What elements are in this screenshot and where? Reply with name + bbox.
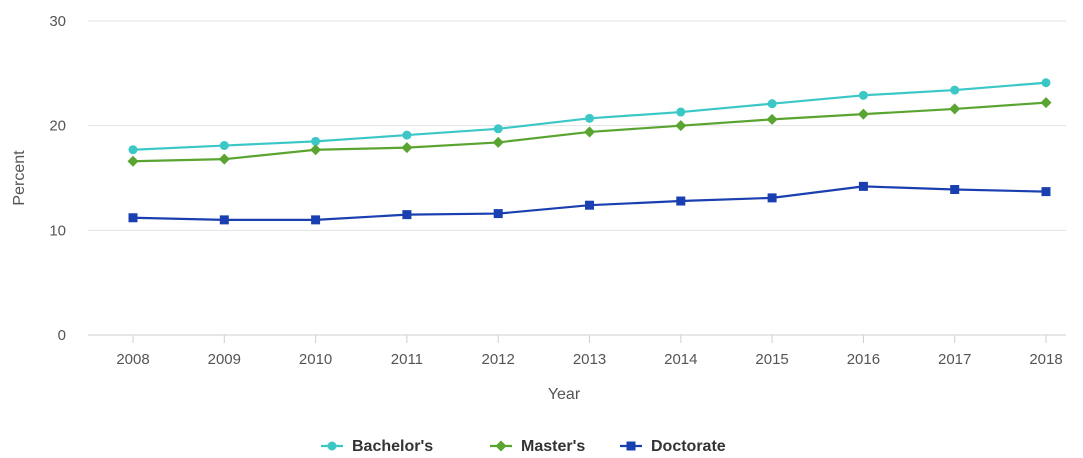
- legend-marker-circle: [327, 441, 337, 451]
- data-point[interactable]: [128, 145, 138, 155]
- x-axis-ticks: 2008 2009 2010 2011 2012 2013 2014 2015 2016 2017…: [116, 335, 1063, 368]
- data-point[interactable]: [857, 108, 869, 120]
- data-point[interactable]: [218, 153, 230, 165]
- data-point[interactable]: [219, 141, 229, 151]
- legend-item-masters[interactable]: Master's: [490, 438, 585, 455]
- y-axis-title: Percent: [11, 150, 28, 206]
- data-point[interactable]: [219, 215, 229, 225]
- data-point[interactable]: [858, 181, 868, 191]
- legend-label: Bachelor's: [352, 438, 433, 455]
- x-tick-label: 2016: [847, 351, 880, 368]
- data-point[interactable]: [949, 103, 961, 115]
- data-point[interactable]: [401, 142, 413, 154]
- y-tick-label: 0: [58, 327, 66, 344]
- x-tick-label: 2017: [938, 351, 971, 368]
- data-point[interactable]: [1041, 187, 1051, 197]
- legend-marker-square: [626, 441, 636, 451]
- data-point[interactable]: [676, 196, 686, 206]
- data-point[interactable]: [858, 90, 868, 100]
- x-tick-label: 2013: [573, 351, 606, 368]
- x-tick-label: 2010: [299, 351, 332, 368]
- series-doctorate: [128, 181, 1051, 225]
- data-point[interactable]: [492, 136, 504, 148]
- legend-marker[interactable]: [495, 440, 507, 452]
- legend-item-bachelors[interactable]: Bachelor's: [321, 438, 433, 455]
- legend-label: Master's: [521, 438, 585, 455]
- x-axis-title: Year: [548, 386, 581, 403]
- data-point[interactable]: [127, 155, 139, 167]
- series-group: [127, 78, 1052, 225]
- x-tick-label: 2015: [755, 351, 788, 368]
- data-point[interactable]: [1041, 78, 1051, 88]
- legend[interactable]: Bachelor's Master's Doctorate: [321, 438, 726, 455]
- legend-item-doctorate[interactable]: Doctorate: [620, 438, 726, 455]
- data-point[interactable]: [585, 200, 594, 210]
- x-tick-label: 2008: [116, 351, 149, 368]
- data-point[interactable]: [767, 99, 777, 109]
- data-point[interactable]: [402, 210, 412, 220]
- y-tick-label: 20: [49, 118, 66, 135]
- legend-label: Doctorate: [651, 438, 726, 455]
- x-tick-label: 2014: [664, 351, 697, 368]
- x-tick-label: 2009: [208, 351, 241, 368]
- data-point[interactable]: [1040, 97, 1052, 109]
- series-masters: [127, 97, 1052, 167]
- data-point[interactable]: [676, 107, 686, 117]
- x-tick-label: 2012: [482, 351, 515, 368]
- y-tick-label: 30: [49, 13, 66, 30]
- x-tick-label: 2018: [1029, 351, 1062, 368]
- data-point[interactable]: [493, 209, 503, 219]
- gridlines: [88, 20, 1066, 336]
- data-point[interactable]: [311, 215, 321, 225]
- y-tick-label: 10: [49, 222, 66, 239]
- data-point[interactable]: [675, 120, 687, 132]
- data-point[interactable]: [402, 130, 412, 140]
- data-point[interactable]: [311, 136, 321, 146]
- data-point[interactable]: [493, 124, 503, 134]
- data-point[interactable]: [766, 113, 778, 125]
- x-tick-label: 2011: [391, 351, 423, 368]
- legend-marker[interactable]: [327, 441, 337, 451]
- series-bachelors: [128, 78, 1051, 155]
- data-point[interactable]: [950, 185, 960, 195]
- data-point[interactable]: [584, 126, 595, 138]
- legend-marker[interactable]: [626, 441, 636, 451]
- data-point[interactable]: [128, 213, 138, 223]
- data-point[interactable]: [767, 193, 777, 203]
- data-point[interactable]: [585, 113, 594, 123]
- data-point[interactable]: [310, 144, 322, 156]
- legend-marker-diamond: [495, 440, 507, 452]
- y-axis-ticks: 0 10 20 30: [49, 13, 66, 344]
- data-point[interactable]: [950, 85, 960, 95]
